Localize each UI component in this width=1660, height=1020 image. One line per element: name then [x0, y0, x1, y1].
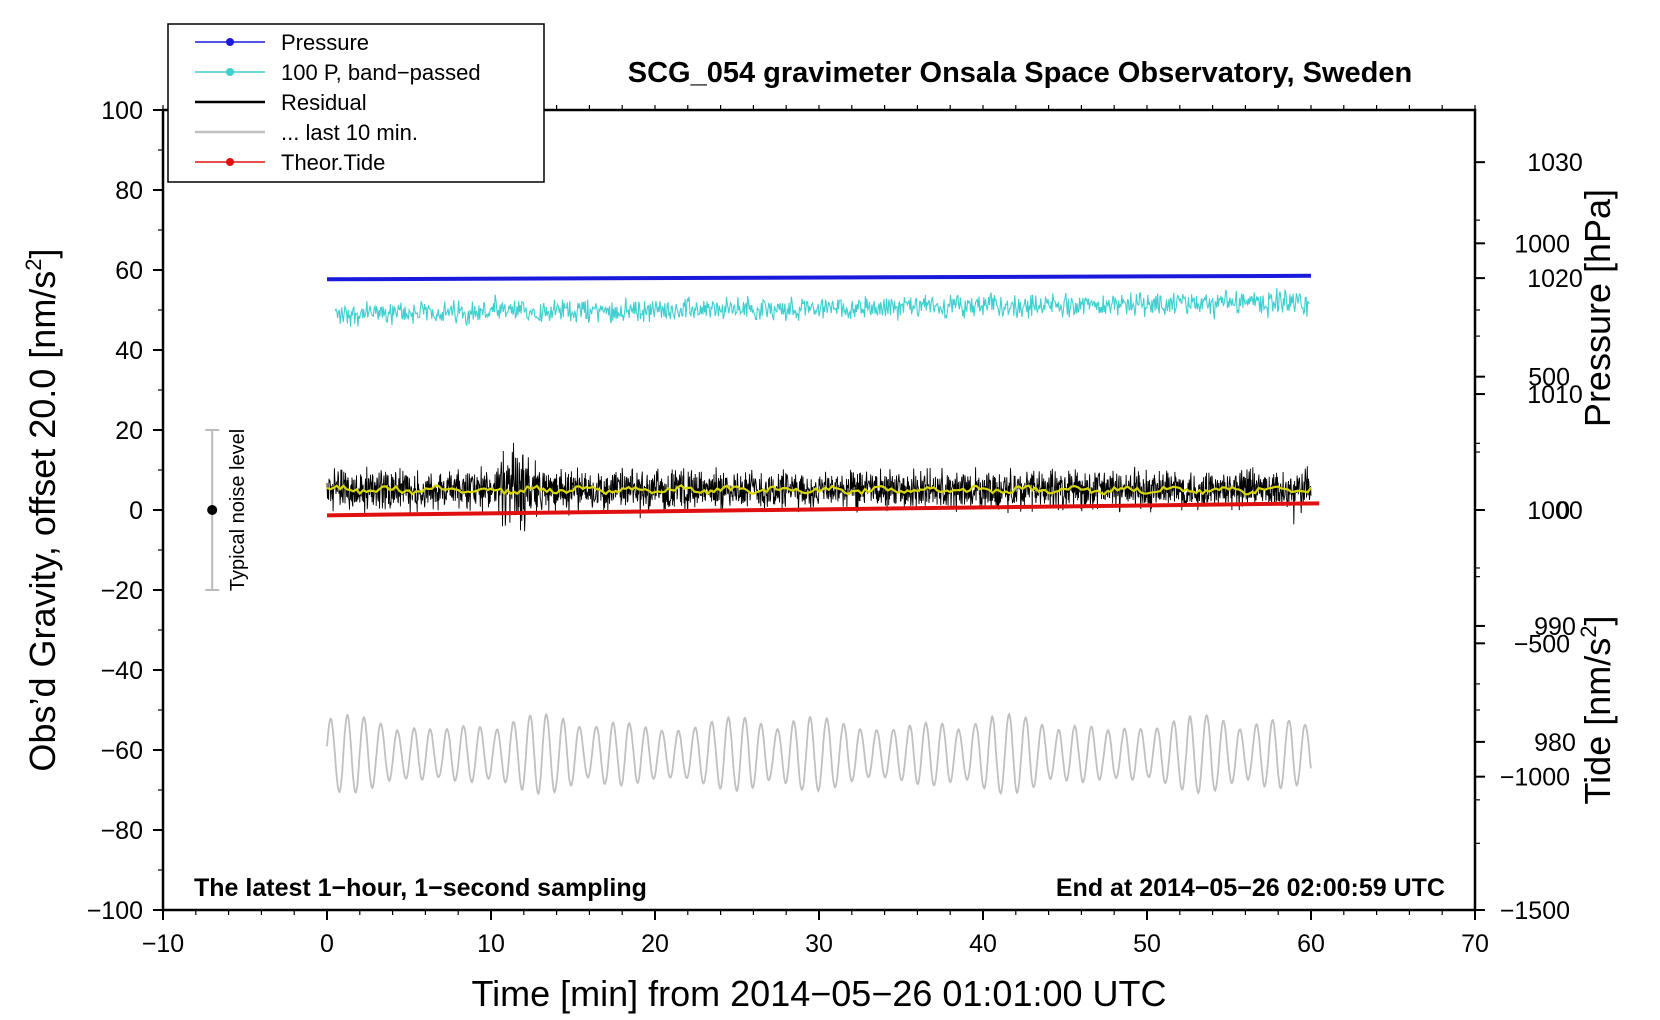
legend-marker: [226, 158, 234, 166]
y-tick-label: −80: [101, 817, 143, 845]
y-tick-label: 80: [115, 177, 143, 205]
tide-tick-label: −500: [1514, 630, 1570, 658]
x-tick-label: −10: [142, 930, 184, 958]
y-axis-label-tide: Tide [nm/s2]: [1576, 616, 1618, 805]
x-tick-label: 70: [1461, 930, 1489, 958]
x-axis-label: Time [min] from 2014−05−26 01:01:00 UTC: [471, 973, 1166, 1014]
pressure-tick-label: 1030: [1527, 149, 1583, 177]
y-axis-label-pressure: Pressure [hPa]: [1577, 189, 1618, 427]
y-tick-label: 0: [129, 497, 143, 525]
noise-level-label: Typical noise level: [227, 429, 249, 591]
tide-tick-label: −1500: [1500, 897, 1570, 925]
legend-marker: [226, 38, 234, 46]
y-tick-label: −20: [101, 577, 143, 605]
tide-tick-label: 500: [1528, 364, 1570, 392]
y-tick-label: 40: [115, 337, 143, 365]
pressure-tick-label: 1020: [1527, 265, 1583, 293]
x-tick-label: 50: [1133, 930, 1161, 958]
tide-tick-label: −1000: [1500, 764, 1570, 792]
y-tick-label: 20: [115, 417, 143, 445]
legend: Pressure 100 P, band−passed Residual ... la…: [167, 23, 545, 183]
tide-tick-label: 1000: [1514, 230, 1570, 258]
noise-level-point: [207, 505, 218, 515]
series-band-passed: [334, 287, 1310, 327]
series-last-10-min: [326, 712, 1312, 796]
series-theor-tide: [326, 501, 1320, 518]
y-tick-label: −100: [87, 897, 143, 925]
legend-label: Residual: [281, 90, 367, 115]
x-tick-label: 30: [805, 930, 833, 958]
tide-tick-label: 0: [1556, 497, 1570, 525]
series-residual-smooth: [326, 484, 1312, 496]
series-layer: [326, 273, 1320, 796]
note-end-time: End at 2014−05−26 02:00:59 UTC: [1056, 874, 1445, 902]
series-pressure: [326, 273, 1312, 282]
x-tick-label: 60: [1297, 930, 1325, 958]
legend-label: 100 P, band−passed: [281, 60, 481, 85]
legend-label: ... last 10 min.: [281, 120, 418, 145]
y-axis-label-gravity: Obs’d Gravity, offset 20.0 [nm/s2]: [21, 248, 63, 771]
y-tick-label: −60: [101, 737, 143, 765]
x-tick-label: 0: [320, 930, 334, 958]
pressure-tick-label: 1010: [1527, 381, 1583, 409]
y-tick-label: −40: [101, 657, 143, 685]
x-tick-label: 20: [641, 930, 669, 958]
pressure-tick-label: 1000: [1527, 497, 1583, 525]
x-tick-label: 40: [969, 930, 997, 958]
legend-marker: [226, 68, 234, 76]
noise-level-marker: Typical noise level: [205, 429, 249, 591]
pressure-tick-label: 990: [1534, 613, 1576, 641]
legend-label: Pressure: [281, 30, 369, 55]
legend-label: Theor.Tide: [281, 150, 385, 175]
axis-ticks: −10 0 10 20 30 40 50 60 70100806040200−20−40−60−…: [87, 97, 1583, 958]
y-tick-label: 60: [115, 257, 143, 285]
note-sampling: The latest 1−hour, 1−second sampling: [194, 874, 647, 902]
pressure-tick-label: 980: [1534, 729, 1576, 757]
x-tick-label: 10: [477, 930, 505, 958]
y-tick-label: 100: [101, 97, 143, 125]
chart-title: SCG_054 gravimeter Onsala Space Observat…: [628, 57, 1412, 89]
